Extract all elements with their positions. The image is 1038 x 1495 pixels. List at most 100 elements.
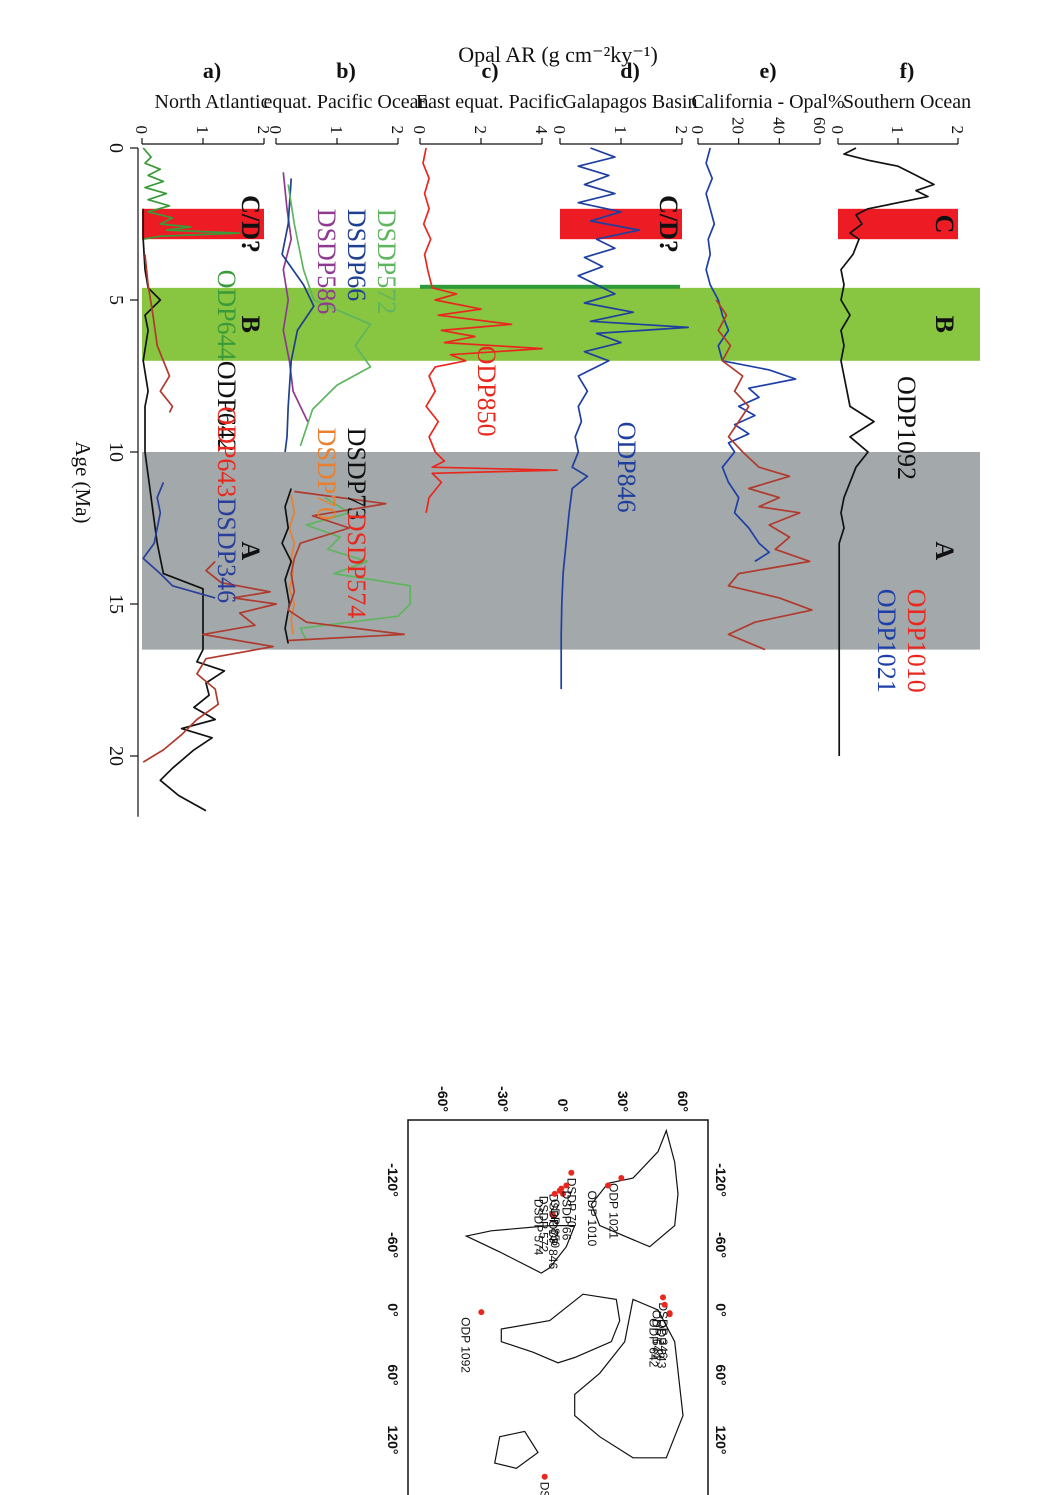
y-tick-label: 1 — [888, 126, 907, 135]
axes — [130, 138, 959, 817]
age-tick-label: 10 — [105, 442, 127, 462]
band-label-a: A — [236, 541, 265, 560]
lat-tick-label: 30° — [615, 1091, 631, 1112]
band-b — [142, 287, 980, 361]
age-tick-label: 15 — [105, 594, 127, 614]
age-bands — [142, 208, 980, 650]
site-dot — [563, 1182, 570, 1189]
y-tick-label: 2 — [672, 126, 691, 135]
panel-letter: b) — [336, 58, 356, 83]
series-label-odp1092: ODP1092 — [892, 376, 921, 480]
lon-tick-label: 120° — [713, 1426, 729, 1455]
site-label: DSDP 574 — [532, 1199, 546, 1256]
series-label-odp1010: ODP1010 — [902, 589, 931, 693]
series-line-odp846 — [560, 147, 689, 690]
site-label: DSDP 70 — [564, 1178, 578, 1228]
y-tick-label: 2 — [471, 126, 490, 135]
series-label-odp846: ODP846 — [612, 422, 641, 513]
band-c — [142, 208, 264, 240]
lat-tick-label: -30° — [495, 1086, 511, 1112]
site-label: ODP 850 — [548, 1199, 562, 1248]
y-tick-label: 0 — [410, 126, 429, 135]
series-line-odp1092 — [838, 147, 935, 756]
y-tick-label: 0 — [132, 126, 151, 135]
band-label-c: C — [930, 215, 959, 234]
age-axis-label: Age (Ma) — [71, 441, 95, 523]
lon-tick-label: 0° — [713, 1303, 729, 1316]
lon-tick-label: 60° — [713, 1364, 729, 1385]
y-tick-label: 20 — [729, 117, 748, 134]
site-label: ODP 1021 — [606, 1183, 620, 1239]
y-tick-label: 2 — [948, 126, 967, 135]
site-label: DSDP 572 — [537, 1196, 551, 1253]
lon-tick-label: 120° — [385, 1426, 401, 1455]
site-label: DSDP 586 — [538, 1482, 552, 1495]
series-line-dsdp66 — [281, 178, 315, 453]
lat-tick-label: 0° — [555, 1099, 571, 1112]
series-line-odp1010 — [715, 299, 813, 651]
age-tick-label: 0 — [105, 143, 127, 153]
y-tick-label: 0 — [550, 126, 569, 135]
site-dot — [568, 1169, 575, 1176]
map-coastline — [574, 1298, 684, 1459]
series-label-dsdp73: DSDP73 — [342, 428, 371, 520]
series-label-dsdp70: DSDP70 — [312, 428, 341, 520]
panel-letter: a) — [203, 58, 221, 83]
lon-tick-label: -60° — [385, 1232, 401, 1258]
y-tick-label: 40 — [769, 117, 788, 134]
series-line-odp850 — [422, 147, 559, 513]
map-frame — [407, 1119, 709, 1495]
series-line-odp643 — [144, 254, 174, 413]
lon-tick-label: -120° — [713, 1163, 729, 1197]
series-label-odp643: ODP643 — [212, 406, 241, 497]
y-tick-label: 1 — [611, 126, 630, 135]
y-tick-label: 0 — [828, 126, 847, 135]
site-label: ODP 1092 — [458, 1317, 472, 1373]
panel-title: Galapagos Basin — [563, 91, 698, 113]
panel-title: North Atlantic — [155, 91, 270, 113]
site-label: ODP 643 — [655, 1319, 669, 1368]
site-dot — [541, 1473, 548, 1480]
lon-tick-label: -120° — [385, 1163, 401, 1197]
site-dot — [618, 1175, 625, 1182]
y-tick-label: 4 — [532, 126, 551, 135]
map-coastline — [500, 1293, 621, 1364]
series-lines — [142, 147, 935, 812]
site-label: ODP 846 — [546, 1220, 560, 1269]
series-label-dsdp572: DSDP572 — [372, 209, 401, 314]
band-c — [838, 208, 958, 240]
site-dot — [550, 1212, 556, 1218]
site-label: DSDP 346 — [656, 1302, 670, 1359]
series-label-odp1021: ODP1021 — [872, 589, 901, 693]
series-line-dsdp574 — [287, 490, 405, 642]
lat-tick-label: 60° — [675, 1091, 691, 1112]
panel-letter: d) — [620, 58, 640, 83]
site-dot — [660, 1294, 666, 1301]
series-label-odp850: ODP850 — [472, 346, 501, 437]
site-dot — [478, 1309, 485, 1316]
panel-letter: e) — [759, 58, 776, 83]
series-line-dsdp572 — [299, 496, 412, 641]
site-label: DSDP 66 — [559, 1190, 573, 1240]
map-coastline — [494, 1430, 539, 1469]
lon-tick-label: 0° — [385, 1303, 401, 1316]
panel-title: Southern Ocean — [843, 91, 971, 113]
panel-title: equat. Pacific Ocean — [264, 91, 429, 113]
series-label-dsdp346: DSDP346 — [212, 498, 241, 603]
y-tick-label: 0 — [688, 126, 707, 135]
site-label: ODP 1010 — [585, 1190, 599, 1246]
site-label: ODP 644 — [650, 1310, 664, 1359]
y-tick-label: 1 — [193, 126, 212, 135]
band-label-a: A — [930, 541, 959, 560]
lon-tick-label: -60° — [713, 1232, 729, 1258]
band-c — [560, 208, 682, 240]
y-tick-label: 0 — [266, 126, 285, 135]
site-dot — [666, 1310, 673, 1317]
lon-tick-label: 60° — [385, 1364, 401, 1385]
site-label: DSDP 73 — [546, 1194, 560, 1244]
series-line-odp643 — [142, 560, 278, 763]
series-line-odp642 — [142, 208, 226, 812]
band-label-b: B — [236, 316, 265, 333]
